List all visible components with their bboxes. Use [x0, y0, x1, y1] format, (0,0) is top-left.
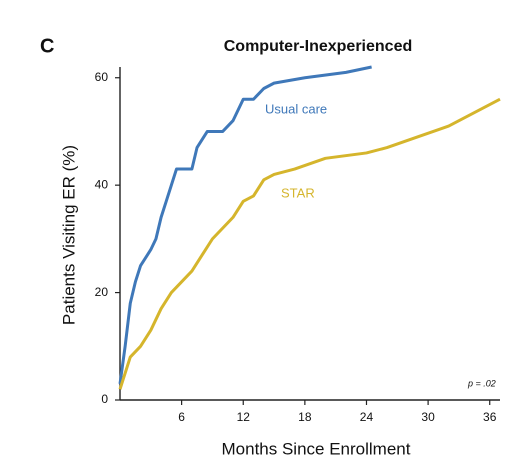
- x-axis-label: Months Since Enrollment: [222, 439, 411, 458]
- x-tick-label: 6: [178, 410, 185, 424]
- y-tick-label: 60: [95, 70, 109, 84]
- x-tick-label: 30: [421, 410, 435, 424]
- series-line: [118, 65, 372, 385]
- chart-title: Computer-Inexperienced: [224, 38, 412, 55]
- annotation: STAR: [281, 185, 315, 200]
- x-tick-label: 12: [237, 410, 251, 424]
- x-tick-label: 24: [360, 410, 374, 424]
- y-tick-label: 20: [95, 285, 109, 299]
- y-axis-label: Patients Visiting ER (%): [59, 145, 78, 325]
- x-tick-label: 36: [483, 410, 497, 424]
- p-value: p = .02: [467, 378, 496, 388]
- series-line: [118, 97, 501, 390]
- x-tick-label: 18: [298, 410, 312, 424]
- y-tick-label: 0: [101, 392, 108, 406]
- y-tick-label: 40: [95, 177, 109, 191]
- panel-label: C: [40, 35, 54, 57]
- annotation: Usual care: [265, 101, 327, 116]
